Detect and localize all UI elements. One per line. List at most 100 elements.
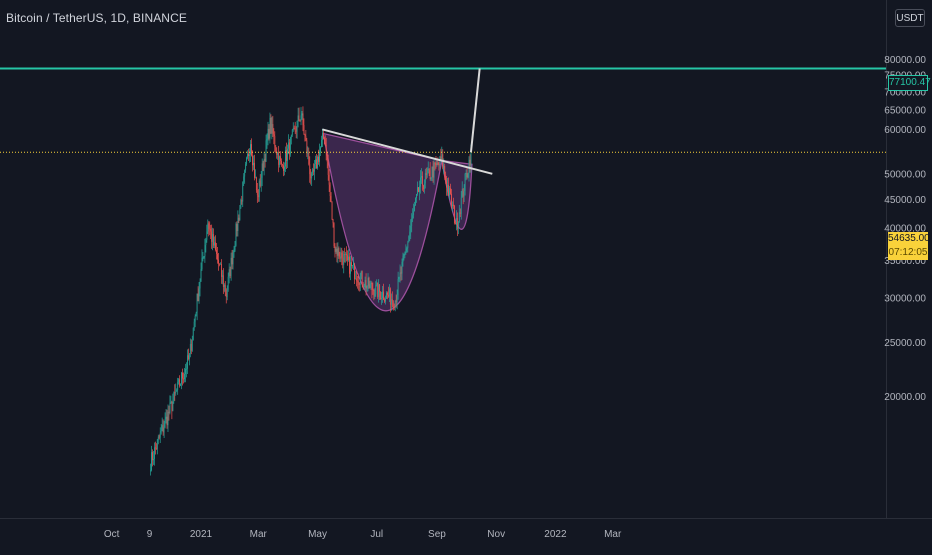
candle-body [240,199,242,209]
candle-body [391,299,393,302]
candle-body [263,158,265,171]
candle-body [151,452,152,471]
candle-body [203,256,205,258]
candle-body [374,294,376,297]
candle-body [184,373,185,380]
price-tick-label: 35000.00 [884,256,926,267]
time-tick-label: Oct [104,529,120,540]
candle-body [182,372,183,379]
candle-body [339,256,341,259]
candle-body [370,282,372,285]
candle-body [259,180,261,186]
candle-body [424,173,426,184]
time-tick-label: 2022 [544,529,567,540]
breakout-projection-line[interactable] [469,68,481,153]
candle-body [431,166,433,178]
candle-body [190,343,192,351]
candle-body [281,161,282,165]
candle-body [326,160,328,163]
drawing-lines[interactable] [0,67,886,175]
candle-body [249,154,250,157]
candle-body [206,231,208,241]
candle-body [253,162,254,166]
candle-body [213,234,215,246]
candle-body [345,253,347,255]
candle-body [169,402,171,413]
candle-body [178,379,180,382]
candle-body [170,401,172,403]
candle-body [328,174,330,185]
candle-body [350,262,351,274]
candle-body [274,136,276,147]
candle-body [287,148,288,161]
candle-body [315,159,316,164]
candle-body [234,245,236,251]
candle-body [186,368,187,370]
resistance-price-tag: 77100.47 [888,75,931,91]
candle-body [153,447,155,459]
candle-body [311,173,313,179]
candle-body [300,115,302,122]
candle-body [236,224,238,231]
candle-body [434,162,436,164]
candle-body [194,316,196,322]
currency-button[interactable]: USDT [895,9,925,27]
candle-body [237,217,239,231]
candle-body [465,173,467,174]
neckline-trendline[interactable] [322,128,493,175]
time-axis[interactable]: Oct 9 2021 Mar May Jul Sep Nov 2022 Mar [104,529,622,540]
candle-body [441,154,443,161]
last-price-tag: 54635.00 [888,232,930,246]
candle-body [215,242,216,251]
candle-body [174,392,176,394]
candle-body [254,162,255,178]
candle-body [337,248,339,256]
candle-body [152,452,153,461]
candle-body [159,432,161,438]
candle-body [333,223,335,247]
candles [150,106,472,476]
cup-arc[interactable] [322,132,443,312]
candle-body [303,125,305,135]
candle-body [393,307,395,309]
candle-body [252,155,253,166]
candle-body [385,298,386,302]
price-tick-label: 45000.00 [884,195,926,206]
candle-body [361,271,363,286]
candle-body [246,157,248,165]
candle-body [223,284,225,287]
candle-body [376,282,378,285]
candle-body [436,162,438,165]
candle-body [347,255,349,261]
time-tick-label: Nov [487,529,505,540]
candle-body [343,254,345,265]
candle-body [289,137,291,155]
candle-body [176,390,178,392]
candle-body [260,177,262,186]
candle-body [468,159,470,174]
candle-body [220,263,222,277]
candle-body [221,275,223,277]
candle-body [396,295,398,303]
candle-body [358,282,360,286]
candle-body [451,193,452,207]
candle-body [218,259,219,264]
candle-body [437,162,439,165]
symbol-title[interactable]: Bitcoin / TetherUS, 1D, BINANCE [6,11,187,25]
candle-body [175,391,177,394]
candle-body [196,293,198,313]
candle-body [280,156,282,162]
candle-body [250,144,251,155]
candle-body [453,204,454,206]
candle-body [209,228,211,230]
candle-body [312,169,314,174]
candle-body [406,247,408,249]
candle-body [290,134,292,138]
candle-body [293,127,295,129]
cup-pattern[interactable] [322,132,473,312]
candle-body [384,299,385,302]
candle-body [158,436,160,438]
price-tick-label: 25000.00 [884,338,926,349]
